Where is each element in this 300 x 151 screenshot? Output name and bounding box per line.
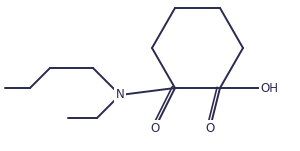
Text: OH: OH: [260, 82, 278, 95]
Text: O: O: [150, 122, 160, 135]
Text: O: O: [206, 122, 214, 135]
Text: N: N: [116, 88, 124, 101]
